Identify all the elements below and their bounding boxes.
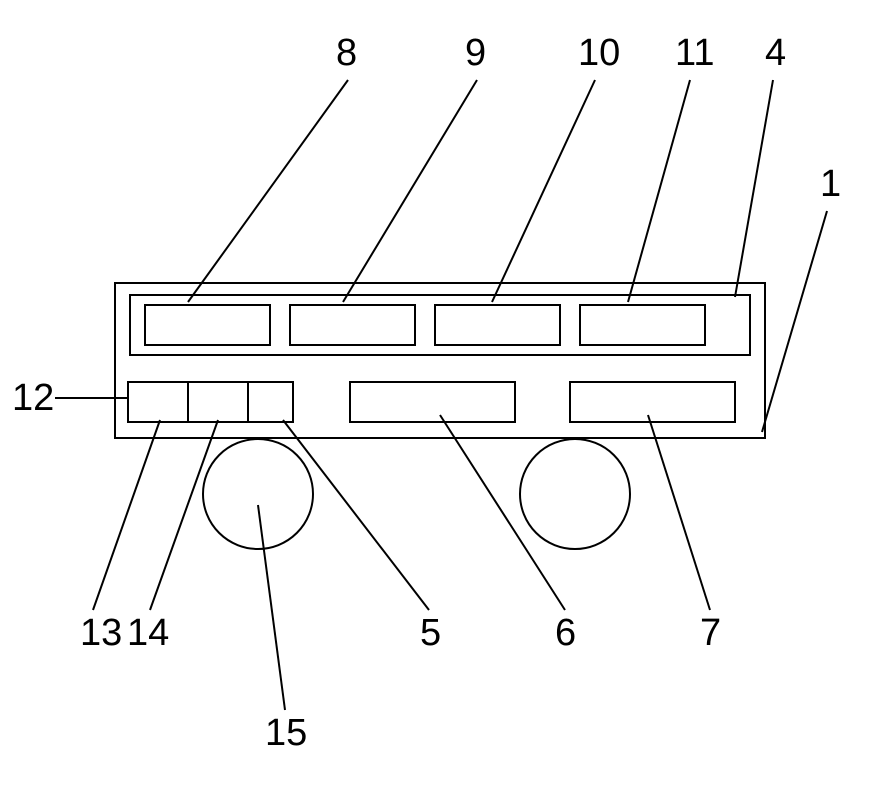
label-1: 1 <box>820 163 841 205</box>
canvas-bg <box>0 0 895 807</box>
label-13: 13 <box>80 612 122 654</box>
label-11: 11 <box>675 32 714 74</box>
label-12: 12 <box>12 377 54 419</box>
label-10: 10 <box>578 32 620 74</box>
label-4: 4 <box>765 32 786 74</box>
label-9: 9 <box>465 32 486 74</box>
label-14: 14 <box>127 612 169 654</box>
label-15: 15 <box>265 712 307 754</box>
technical-diagram: 8 9 10 11 4 1 12 1314 5 6 7 15 <box>0 0 895 807</box>
label-6: 6 <box>555 612 576 654</box>
label-8: 8 <box>336 32 357 74</box>
label-7: 7 <box>700 612 721 654</box>
label-5: 5 <box>420 612 441 654</box>
